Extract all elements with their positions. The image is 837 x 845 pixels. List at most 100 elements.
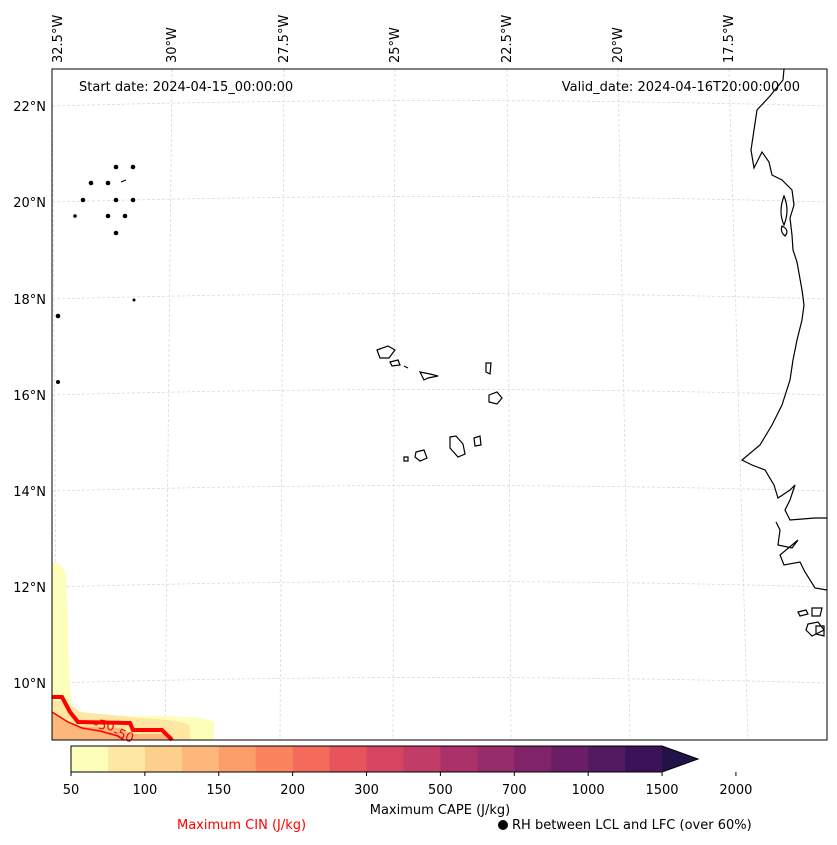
gridline-lon <box>51 68 58 741</box>
latitude-label: 22°N <box>13 100 46 115</box>
island-brava <box>403 456 409 462</box>
rh-dot <box>113 164 119 170</box>
latitude-labels: 22°N 20°N 18°N 16°N 14°N 12°N 10°N <box>13 100 46 692</box>
coastlines <box>740 68 828 637</box>
bijagos-island-4 <box>815 625 825 637</box>
colorbar-tick-label: 700 <box>502 783 527 798</box>
latitude-label: 18°N <box>13 293 46 308</box>
colorbar-segment <box>107 746 146 772</box>
gridline-lat <box>51 581 828 588</box>
colorbar-segment <box>329 746 368 772</box>
colorbar-tick-label: 1000 <box>572 783 605 798</box>
colorbar-tick-label: 2000 <box>719 783 752 798</box>
gridline-lat <box>51 485 828 492</box>
colorbar-extend-arrow <box>662 746 699 772</box>
latitude-label: 16°N <box>13 389 46 404</box>
latitude-label: 12°N <box>13 581 46 596</box>
cin-contour-thick <box>52 695 174 742</box>
africa-coastline <box>740 68 827 521</box>
gridline-lon <box>617 68 631 741</box>
colorbar-segment <box>181 746 220 772</box>
latitude-label: 14°N <box>13 485 46 500</box>
longitude-label: 25°W <box>388 27 403 63</box>
rh-dash <box>120 179 127 183</box>
colorbar-tick-label: 100 <box>132 783 157 798</box>
island-sao-nicolau <box>418 371 439 381</box>
colorbar-tick-label: 150 <box>206 783 231 798</box>
latitude-label: 10°N <box>13 677 46 692</box>
gridline-lat <box>51 293 828 300</box>
colorbar-tick-label: 300 <box>354 783 379 798</box>
colorbar-segment <box>514 746 552 772</box>
map-background <box>52 69 827 740</box>
longitude-label: 17.5°W <box>722 15 737 63</box>
bijagos-island-3 <box>805 621 825 637</box>
cin-contour-label-2: -50 <box>111 725 136 747</box>
island-fogo <box>414 449 428 462</box>
colorbar-segment <box>218 746 257 772</box>
colorbar-segment <box>403 746 441 772</box>
rh-dot <box>113 197 119 203</box>
gridline-lon <box>279 68 285 741</box>
valid-date-label: Valid_date: 2024-04-16T20:00:00.00 <box>562 80 800 95</box>
rh-legend-label: RH between LCL and LFC (over 60%) <box>512 818 752 833</box>
colorbar-tick-label: 500 <box>428 783 453 798</box>
rh-dot <box>56 380 60 384</box>
rh-dot <box>122 213 128 219</box>
cape-verde-islands <box>376 345 503 462</box>
island-sal <box>485 362 492 375</box>
start-date-label: Start date: 2024-04-15_00:00:00 <box>79 80 293 95</box>
rh-dot <box>80 197 86 203</box>
gridline-lat <box>51 196 828 203</box>
rh-dot <box>105 213 111 219</box>
rh-dot <box>130 197 136 203</box>
colorbar-tick-label: 50 <box>63 783 80 798</box>
rh-dot <box>113 230 119 236</box>
graticule <box>51 68 828 741</box>
rh-dot <box>73 214 77 218</box>
cin-contour-thin <box>51 711 125 741</box>
rh-dot <box>55 313 61 319</box>
colorbar-segment <box>144 746 183 772</box>
rh-legend-dot-icon <box>498 820 508 830</box>
colorbar-segment <box>292 746 331 772</box>
colorbar-segment <box>255 746 294 772</box>
colorbar-segment <box>366 746 404 772</box>
cin-contour-label: -50 <box>92 717 115 735</box>
rh-legend: RH between LCL and LFC (over 60%) <box>498 818 752 833</box>
rh-dot <box>130 164 136 170</box>
gridline-lon <box>506 68 512 741</box>
colorbar-segment <box>625 746 663 772</box>
island-santiago <box>449 435 466 458</box>
longitude-label: 20°W <box>611 27 626 63</box>
gridline-lon <box>728 68 749 741</box>
coast-inlet-2 <box>780 225 788 237</box>
longitude-label: 22.5°W <box>500 15 515 63</box>
colorbar-title: Maximum CAPE (J/kg) <box>370 803 510 818</box>
longitude-labels: 32.5°W 30°W 27.5°W 25°W 22.5°W 20°W 17.5°W <box>51 15 737 63</box>
gridline-lon <box>392 68 396 741</box>
island-santo-antao <box>376 345 396 359</box>
cin-legend-label: Maximum CIN (J/kg) <box>177 818 307 833</box>
colorbar-segment <box>71 746 109 772</box>
colorbar-segment <box>477 746 515 772</box>
longitude-label: 32.5°W <box>51 15 66 63</box>
island-boa-vista <box>488 391 503 405</box>
colorbar: 50 100 150 200 300 500 700 1000 1500 2000 <box>63 745 752 798</box>
longitude-label: 30°W <box>165 27 180 63</box>
colorbar-segment <box>588 746 626 772</box>
island-maio <box>473 435 482 447</box>
bijagos-island <box>797 609 809 617</box>
guinea-coastline <box>775 521 828 591</box>
rh-dot <box>132 298 136 302</box>
island-santa-luzia <box>403 365 409 369</box>
coast-inlet <box>780 194 788 227</box>
colorbar-tick-label: 1500 <box>645 783 678 798</box>
gridline-lat <box>51 677 828 684</box>
rh-dot <box>105 180 111 186</box>
island-sao-vicente <box>389 359 401 367</box>
latitude-label: 20°N <box>13 196 46 211</box>
longitude-label: 27.5°W <box>277 15 292 63</box>
gridline-lat <box>51 100 828 107</box>
